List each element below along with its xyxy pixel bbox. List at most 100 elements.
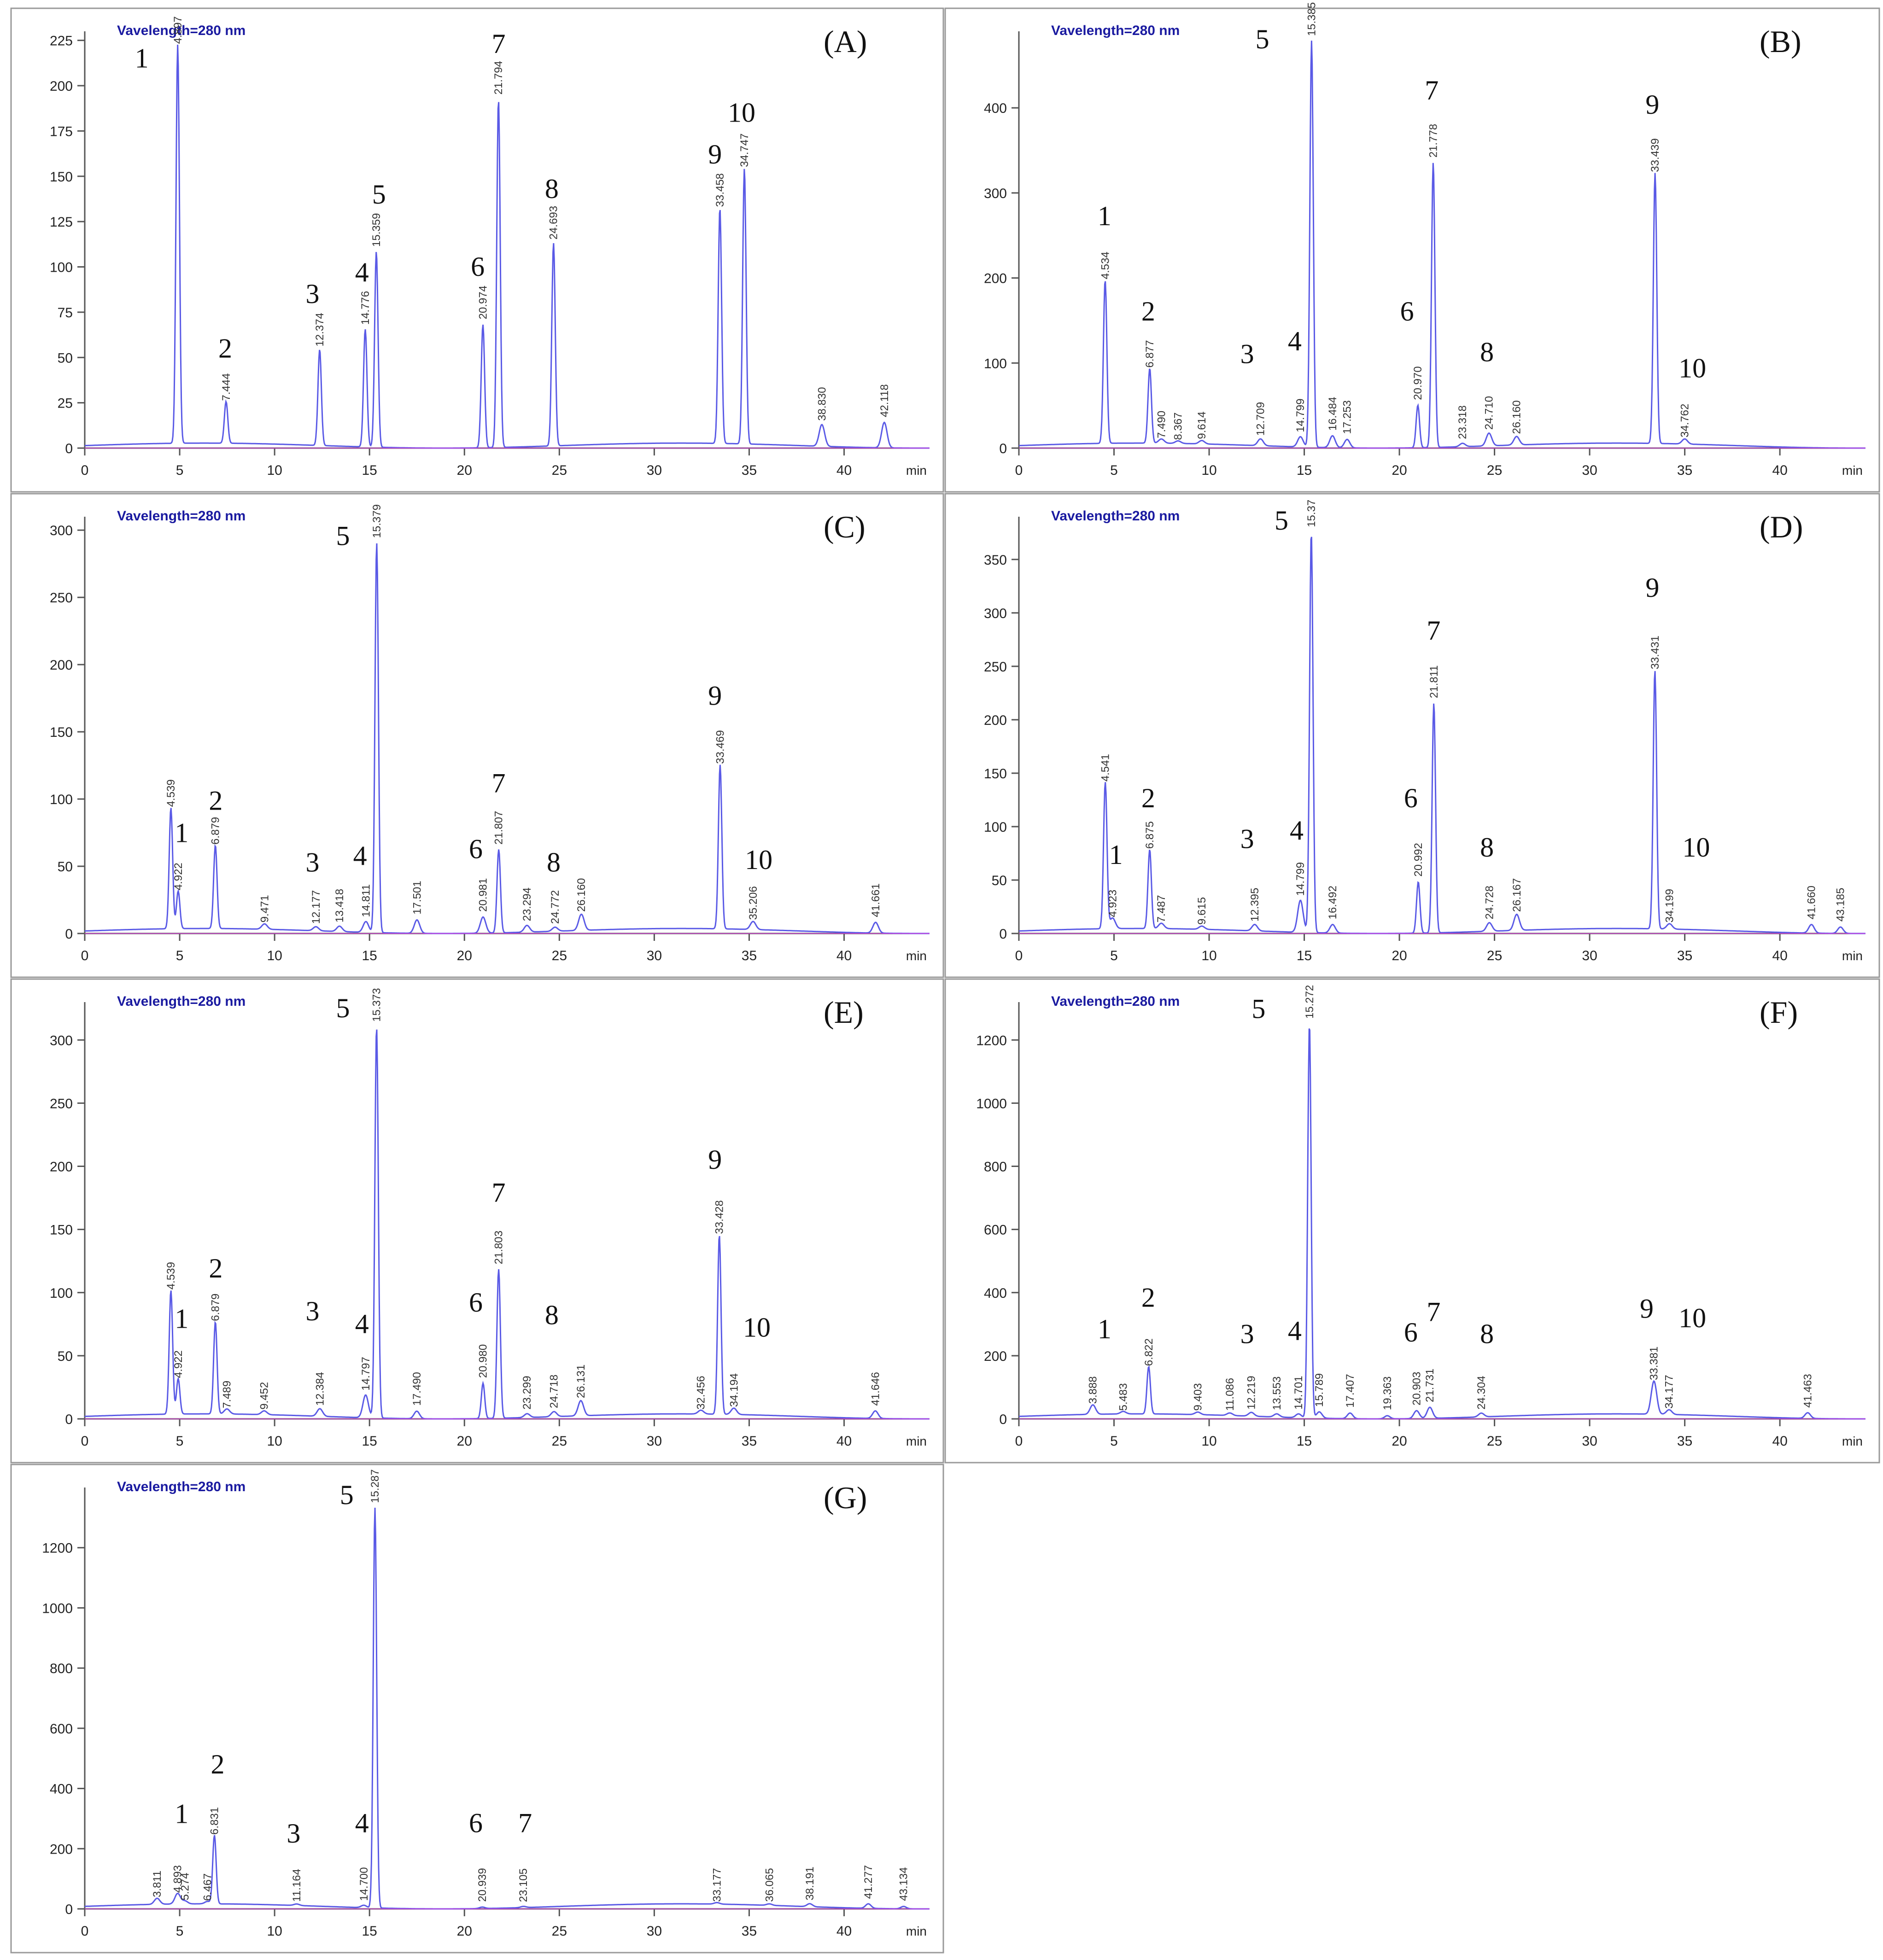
peak-rt-label: 14.799	[1294, 862, 1307, 896]
peak-rt-label: 43.185	[1835, 888, 1847, 922]
y-tick-label: 50	[58, 1349, 73, 1364]
peak-rt-label: 11.086	[1224, 1378, 1236, 1411]
x-tick-label: 0	[81, 463, 89, 478]
panel-frame	[944, 978, 1880, 1464]
x-tick-label: 5	[1110, 1434, 1118, 1449]
peak-rt-label: 16.484	[1327, 397, 1339, 431]
peak-rt-label: 14.700	[358, 1867, 370, 1901]
peak-rt-label: 4.922	[172, 1350, 185, 1378]
y-tick-label: 1200	[976, 1033, 1007, 1048]
x-tick-label: 10	[267, 948, 282, 963]
peak-number-label: 9	[708, 1144, 722, 1175]
peak-rt-label: 6.831	[209, 1807, 221, 1835]
x-tick-label: 35	[742, 948, 757, 963]
x-tick-label: 30	[647, 1434, 662, 1449]
y-tick-label: 100	[50, 1286, 73, 1301]
panel-label: (G)	[824, 1480, 867, 1515]
panel-label: (D)	[1760, 509, 1803, 544]
peak-rt-label: 24.710	[1483, 396, 1496, 430]
peak-rt-label: 24.718	[548, 1375, 561, 1408]
peak-rt-label: 6.467	[202, 1873, 214, 1901]
chromatogram-trace	[84, 1029, 930, 1420]
x-tick-label: 0	[81, 948, 89, 963]
y-tick-label: 400	[984, 1286, 1007, 1301]
peak-number-label: 1	[1109, 840, 1123, 870]
x-tick-label: 5	[176, 1434, 184, 1449]
peak-number-label: 9	[708, 139, 722, 169]
peak-rt-label: 12.374	[314, 313, 326, 346]
peak-rt-label: 15.379	[371, 504, 383, 538]
peak-rt-label: 26.160	[575, 878, 588, 912]
x-tick-label: 5	[1110, 948, 1118, 963]
peak-number-label: 10	[1682, 832, 1710, 863]
peak-rt-label: 41.277	[862, 1865, 875, 1899]
y-tick-label: 250	[50, 590, 73, 606]
peak-rt-label: 12.384	[314, 1372, 326, 1406]
peak-rt-label: 14.776	[359, 291, 372, 325]
peak-rt-label: 9.615	[1196, 897, 1208, 925]
peak-rt-label: 41.646	[869, 1372, 882, 1406]
peak-number-label: 5	[1251, 993, 1265, 1024]
peak-number-label: 5	[336, 520, 350, 551]
y-tick-label: 200	[50, 79, 73, 94]
peak-number-label: 9	[708, 681, 722, 711]
peak-number-label: 7	[1425, 75, 1439, 105]
x-tick-label: 0	[1015, 1434, 1023, 1449]
y-tick-label: 100	[50, 260, 73, 275]
peak-number-label: 3	[1240, 338, 1254, 369]
chart-panel-6: 0 5 10 15 20 25 30 35 40 min020040060080010001200…	[944, 978, 1880, 1464]
y-tick-label: 1200	[42, 1541, 73, 1556]
peak-number-label: 4	[1288, 326, 1302, 356]
peak-rt-label: 34.747	[738, 133, 751, 167]
peak-number-label: 6	[469, 834, 483, 864]
y-tick-label: 150	[50, 1223, 73, 1238]
peak-rt-label: 33.469	[714, 730, 726, 764]
peak-number-label: 7	[491, 768, 505, 798]
peak-rt-label: 24.728	[1483, 886, 1496, 919]
peak-number-label: 2	[1141, 783, 1155, 813]
x-tick-label: 40	[836, 948, 852, 963]
peak-rt-label: 13.418	[333, 889, 346, 922]
x-tick-label: 25	[552, 1434, 567, 1449]
peak-rt-label: 34.762	[1679, 403, 1691, 437]
peak-number-label: 3	[306, 1296, 320, 1326]
y-tick-label: 250	[50, 1096, 73, 1111]
panel-frame	[944, 7, 1880, 493]
peak-rt-label: 41.463	[1802, 1374, 1814, 1407]
x-tick-label: 10	[1201, 463, 1216, 478]
y-tick-label: 150	[984, 766, 1007, 782]
peak-rt-label: 11.164	[291, 1869, 303, 1902]
peak-rt-label: 42.118	[878, 384, 891, 417]
peak-number-label: 5	[340, 1480, 354, 1510]
peak-number-label: 7	[1427, 615, 1440, 646]
y-tick-label: 1000	[42, 1601, 73, 1616]
y-tick-label: 0	[999, 441, 1007, 456]
x-tick-label: 0	[1015, 463, 1023, 478]
panel-frame	[10, 1464, 944, 1954]
peak-rt-label: 33.458	[714, 173, 726, 207]
x-tick-label: 20	[457, 1434, 472, 1449]
peak-number-label: 2	[209, 1253, 222, 1283]
peak-rt-label: 7.490	[1155, 411, 1168, 438]
chart-panel-3: 0 5 10 15 20 25 30 35 40 min050100150200250300Vav…	[10, 493, 944, 978]
x-tick-label: 30	[1582, 948, 1597, 963]
x-tick-label: 35	[1677, 948, 1692, 963]
x-tick-label: 0	[1015, 948, 1023, 963]
peak-number-label: 10	[728, 98, 755, 128]
x-tick-label: 20	[457, 463, 472, 478]
x-tick-label: 5	[176, 948, 184, 963]
peak-rt-label: 35.206	[747, 886, 760, 920]
x-tick-label: 35	[742, 1434, 757, 1449]
peak-number-label: 4	[1288, 1316, 1302, 1346]
x-tick-label: 30	[647, 463, 662, 478]
panel-label: (A)	[824, 24, 867, 59]
peak-number-label: 2	[1141, 296, 1155, 327]
y-tick-label: 100	[984, 820, 1007, 835]
peak-number-label: 1	[175, 1799, 188, 1829]
peak-rt-label: 21.807	[493, 811, 505, 845]
x-tick-label: 30	[1582, 1434, 1597, 1449]
peak-rt-label: 23.105	[517, 1868, 530, 1902]
x-tick-label: 15	[362, 1434, 377, 1449]
x-axis-label: min	[1842, 1434, 1863, 1448]
y-tick-label: 600	[50, 1721, 73, 1737]
